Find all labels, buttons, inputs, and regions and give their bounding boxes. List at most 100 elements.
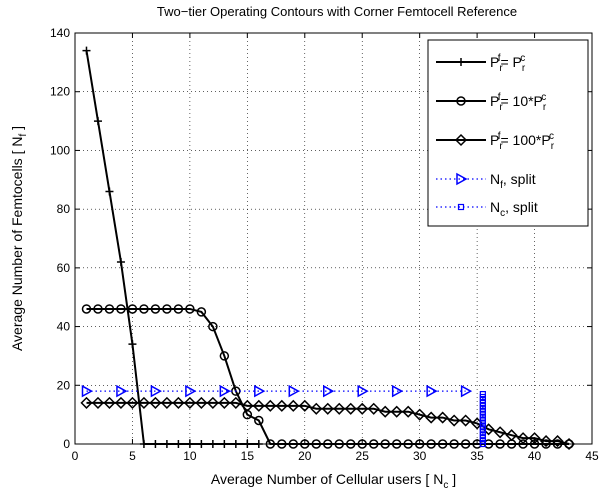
- text-part: = 100*P: [500, 132, 550, 148]
- text-part: = 10*P: [500, 93, 542, 109]
- marker: [529, 439, 540, 449]
- marker: [300, 439, 310, 449]
- marker: [254, 384, 266, 398]
- marker: [150, 384, 162, 398]
- text-part: Average Number of Femtocells [ N: [9, 137, 25, 352]
- marker: [241, 399, 254, 412]
- legend-label: Nf, split: [490, 171, 536, 191]
- y-tick-label: 40: [57, 320, 71, 334]
- marker: [460, 384, 473, 398]
- y-tick-label: 0: [63, 437, 70, 451]
- marker: [254, 440, 263, 448]
- series-line: [85, 50, 259, 445]
- marker: [185, 304, 195, 314]
- marker: [174, 440, 183, 448]
- marker: [541, 439, 551, 449]
- marker: [196, 307, 207, 317]
- marker: [116, 304, 126, 314]
- marker: [139, 304, 149, 314]
- text-part: c: [520, 53, 525, 64]
- marker: [391, 384, 404, 398]
- marker: [150, 304, 161, 314]
- marker: [456, 172, 468, 186]
- text-part: , split: [503, 171, 536, 187]
- text-part: = P: [500, 54, 521, 70]
- marker: [277, 439, 287, 449]
- marker: [367, 402, 380, 415]
- marker: [208, 440, 217, 448]
- marker: [517, 432, 530, 445]
- marker: [252, 399, 265, 412]
- marker: [288, 384, 300, 398]
- marker: [426, 384, 438, 398]
- text-part: N: [490, 171, 500, 187]
- x-tick-label: 0: [72, 449, 79, 463]
- marker: [265, 439, 276, 449]
- x-tick-label: 10: [183, 449, 197, 463]
- marker: [402, 405, 415, 418]
- marker: [456, 96, 466, 106]
- marker: [197, 440, 206, 448]
- text-part: r: [522, 63, 526, 74]
- marker: [437, 439, 448, 449]
- marker: [264, 399, 277, 412]
- text-part: r: [499, 141, 503, 152]
- marker: [81, 384, 94, 398]
- text-part: f: [18, 134, 29, 137]
- marker: [254, 415, 264, 426]
- legend-label: Nc, split: [490, 199, 538, 219]
- x-axis-label: Average Number of Cellular users [ Nc ]: [211, 471, 456, 491]
- marker: [357, 439, 367, 449]
- marker: [128, 340, 137, 349]
- series-line: [86, 401, 570, 445]
- marker: [208, 321, 218, 332]
- marker: [345, 439, 356, 449]
- marker: [414, 439, 425, 449]
- marker: [114, 396, 128, 409]
- marker: [219, 351, 230, 361]
- text-part: P: [490, 54, 499, 70]
- text-part: r: [499, 102, 503, 113]
- legend-label: Prf= 100*Prc: [490, 131, 555, 152]
- marker: [126, 396, 139, 409]
- marker: [460, 439, 471, 449]
- text-part: f: [498, 53, 501, 64]
- x-tick-label: 5: [129, 449, 136, 463]
- text-part: f: [498, 131, 501, 142]
- marker: [185, 384, 197, 398]
- marker: [459, 414, 472, 427]
- marker: [127, 304, 138, 314]
- marker: [479, 390, 486, 398]
- marker: [311, 439, 322, 449]
- legend-box: [427, 39, 589, 227]
- y-tick-label: 60: [57, 261, 71, 275]
- chart-title: Two−tier Operating Contours with Corner …: [157, 4, 517, 19]
- x-tick-label: 15: [241, 449, 255, 463]
- marker: [162, 440, 171, 448]
- marker: [206, 396, 219, 409]
- marker: [116, 257, 125, 266]
- marker: [552, 439, 563, 449]
- marker: [231, 440, 240, 448]
- marker: [149, 396, 162, 409]
- marker: [380, 439, 390, 449]
- text-part: r: [551, 141, 555, 152]
- text-part: ]: [448, 471, 456, 487]
- y-tick-label: 140: [50, 26, 70, 40]
- text-part: c: [500, 208, 505, 219]
- x-tick-label: 40: [528, 449, 542, 463]
- text-part: N: [490, 199, 500, 215]
- marker: [323, 439, 333, 449]
- marker: [288, 439, 299, 449]
- marker: [494, 426, 507, 439]
- marker: [539, 435, 553, 448]
- marker: [457, 58, 465, 66]
- marker: [116, 384, 128, 398]
- marker: [505, 429, 518, 442]
- text-part: r: [499, 63, 503, 74]
- marker: [229, 396, 242, 409]
- marker: [426, 439, 436, 449]
- marker: [368, 439, 379, 449]
- marker: [93, 117, 102, 126]
- marker: [518, 439, 528, 449]
